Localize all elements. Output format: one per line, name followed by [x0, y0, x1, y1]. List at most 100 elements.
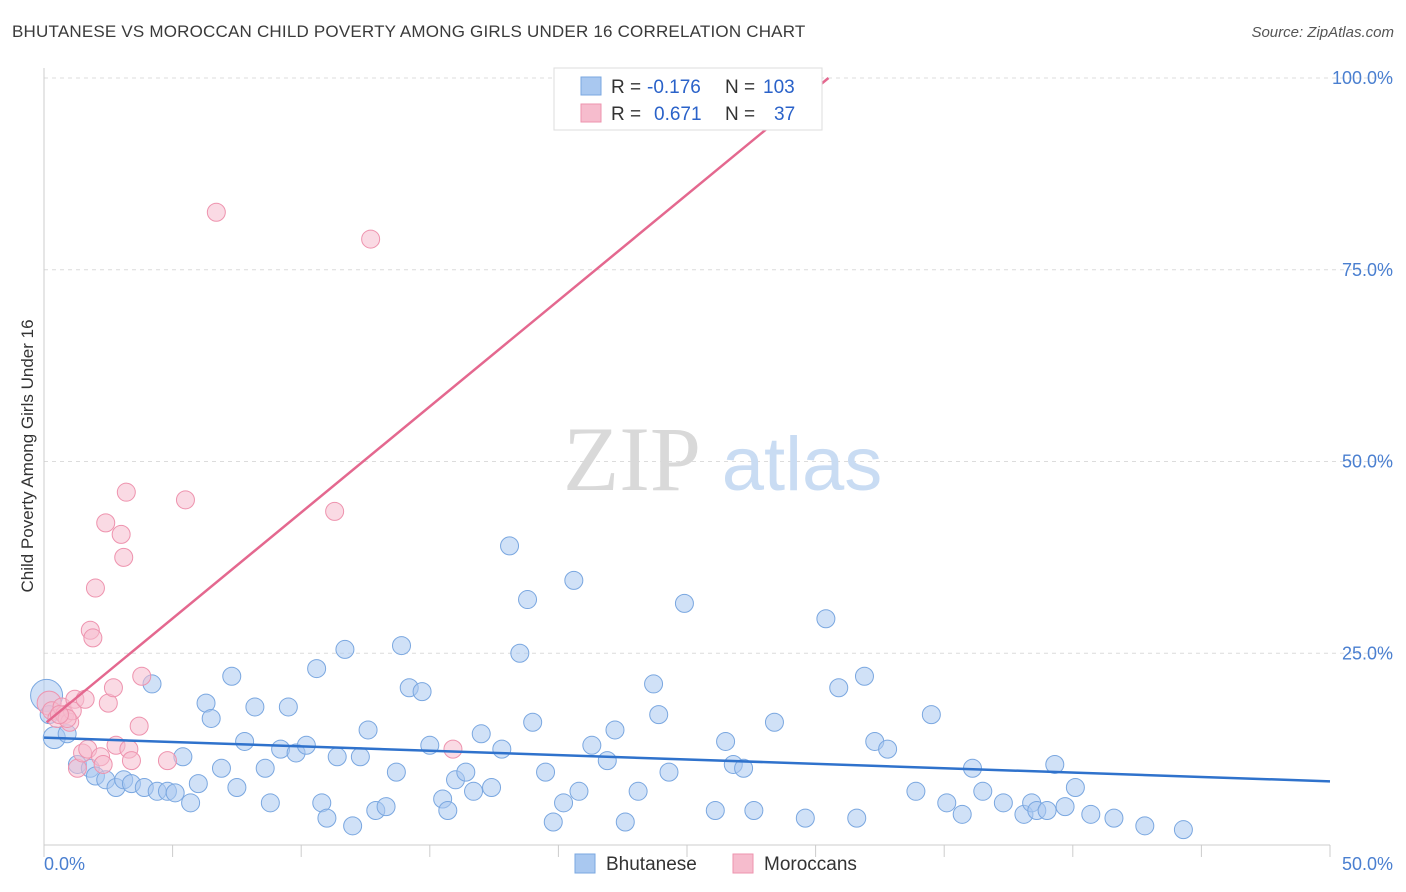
- moroccan-point: [175, 490, 195, 510]
- bhutanese-point: [523, 712, 543, 732]
- bhutanese-point: [921, 705, 941, 725]
- bottom-legend-swatch-bhutanese: [574, 853, 596, 874]
- y-tick-label: 75.0%: [1342, 260, 1393, 280]
- moroccan-point: [325, 501, 345, 521]
- bhutanese-point: [937, 793, 957, 813]
- moroccan-point: [96, 513, 116, 533]
- bhutanese-point: [1065, 777, 1085, 797]
- moroccan-point: [83, 628, 103, 648]
- bhutanese-point: [227, 777, 247, 797]
- bhutanese-point: [211, 758, 231, 778]
- bhutanese-point: [188, 774, 208, 794]
- bhutanese-point: [464, 781, 484, 801]
- y-tick-label: 100.0%: [1332, 68, 1393, 88]
- bhutanese-point: [536, 762, 556, 782]
- bhutanese-point: [569, 781, 589, 801]
- bhutanese-point: [492, 739, 512, 759]
- moroccan-point: [85, 578, 105, 598]
- bhutanese-point: [456, 762, 476, 782]
- bhutanese-trend-line: [43, 736, 1331, 783]
- bhutanese-point: [482, 777, 502, 797]
- watermark-zip: ZIP: [563, 408, 701, 510]
- bottom-legend-label-bhutanese: Bhutanese: [606, 854, 697, 875]
- legend-n-label-2: N =: [725, 104, 755, 125]
- bhutanese-point: [343, 816, 363, 836]
- bhutanese-point: [649, 705, 669, 725]
- bhutanese-point: [1081, 804, 1101, 824]
- bhutanese-point: [307, 659, 327, 679]
- bhutanese-point: [644, 674, 664, 694]
- bhutanese-point: [1135, 816, 1155, 836]
- legend-swatch-moroccan: [580, 103, 602, 123]
- bhutanese-point: [350, 747, 370, 767]
- bhutanese-point: [816, 609, 836, 629]
- bhutanese-point: [615, 812, 635, 832]
- bottom-legend-swatch-moroccan: [732, 853, 754, 874]
- bhutanese-point: [201, 708, 221, 728]
- bhutanese-point: [564, 570, 584, 590]
- legend-swatch-bhutanese: [580, 76, 602, 96]
- bhutanese-point: [543, 812, 563, 832]
- legend-r-value-2: 0.671: [654, 104, 702, 125]
- bhutanese-point: [386, 762, 406, 782]
- moroccan-point: [93, 754, 113, 774]
- y-tick-label: 50.0%: [1342, 452, 1393, 472]
- bhutanese-point: [1173, 820, 1193, 840]
- moroccan-point: [157, 751, 177, 771]
- legend: R = -0.176 N = 103 R = 0.671 N = 37: [553, 67, 823, 131]
- moroccan-point: [121, 751, 141, 771]
- bhutanese-point: [510, 643, 530, 663]
- bhutanese-point: [847, 808, 867, 828]
- bhutanese-point: [582, 735, 602, 755]
- bhutanese-point: [659, 762, 679, 782]
- bhutanese-point: [438, 800, 458, 820]
- bhutanese-point: [327, 747, 347, 767]
- bhutanese-point: [1045, 754, 1065, 774]
- bhutanese-point: [854, 666, 874, 686]
- bhutanese-point: [358, 720, 378, 740]
- bhutanese-point: [260, 793, 280, 813]
- moroccan-point: [116, 482, 136, 502]
- bhutanese-point: [993, 793, 1013, 813]
- bhutanese-point: [181, 793, 201, 813]
- bhutanese-point: [795, 808, 815, 828]
- legend-r-value-1: -0.176: [647, 77, 701, 98]
- moroccan-point: [114, 547, 134, 567]
- bhutanese-point: [744, 800, 764, 820]
- moroccan-point: [361, 229, 381, 249]
- legend-n-value-2: 37: [774, 104, 795, 125]
- bhutanese-point: [335, 639, 355, 659]
- bhutanese-points: [30, 536, 1193, 840]
- bhutanese-point: [605, 720, 625, 740]
- moroccan-point: [132, 666, 152, 686]
- bhutanese-point: [952, 804, 972, 824]
- legend-n-label-1: N =: [725, 77, 755, 98]
- moroccan-point: [103, 678, 123, 698]
- bhutanese-point: [716, 731, 736, 751]
- y-tick-label: 25.0%: [1342, 643, 1393, 663]
- x-tick-label-min: 0.0%: [44, 854, 85, 874]
- bhutanese-point: [628, 781, 648, 801]
- bhutanese-point: [674, 593, 694, 613]
- bhutanese-point: [376, 797, 396, 817]
- trend-lines: [43, 77, 1331, 783]
- x-tick-label-max: 50.0%: [1342, 854, 1393, 874]
- legend-r-label-2: R =: [611, 104, 641, 125]
- bhutanese-point: [829, 678, 849, 698]
- bhutanese-point: [764, 712, 784, 732]
- bhutanese-point: [278, 697, 298, 717]
- bhutanese-point: [1037, 800, 1057, 820]
- bottom-legend-label-moroccan: Moroccans: [764, 854, 857, 875]
- bhutanese-point: [906, 781, 926, 801]
- moroccan-point: [129, 716, 149, 736]
- bhutanese-point: [878, 739, 898, 759]
- legend-n-value-1: 103: [763, 77, 795, 98]
- moroccan-point: [49, 705, 69, 725]
- bhutanese-point: [471, 724, 491, 744]
- bhutanese-point: [165, 783, 185, 803]
- bhutanese-point: [1055, 797, 1075, 817]
- bhutanese-point: [235, 731, 255, 751]
- bhutanese-point: [222, 666, 242, 686]
- x-tick-labels: 0.0% 50.0%: [44, 854, 1393, 874]
- bhutanese-point: [597, 751, 617, 771]
